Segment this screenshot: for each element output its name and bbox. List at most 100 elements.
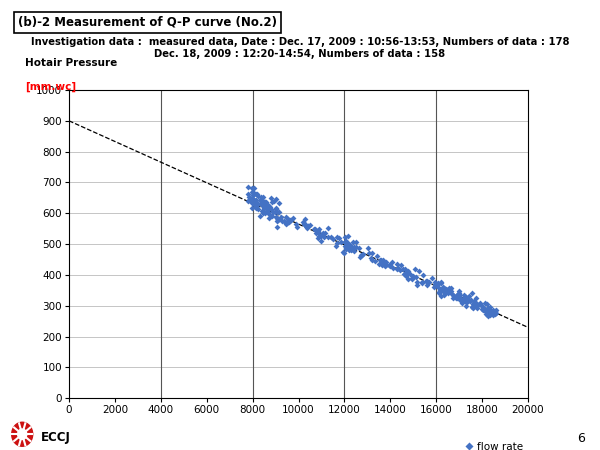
Point — [350, 245, 359, 252]
Point — [331, 243, 341, 250]
Point — [467, 303, 477, 310]
Point — [464, 297, 474, 304]
Point — [256, 196, 265, 203]
Point — [401, 270, 411, 277]
Point — [407, 274, 416, 281]
Point — [370, 258, 380, 265]
Point — [251, 190, 260, 197]
Point — [291, 220, 301, 228]
Point — [487, 307, 496, 315]
Point — [341, 238, 350, 245]
Point — [247, 184, 257, 192]
Point — [251, 199, 261, 207]
Point — [460, 294, 469, 302]
Point — [430, 281, 440, 288]
Point — [367, 256, 376, 264]
Point — [465, 297, 475, 305]
Point — [468, 303, 478, 310]
Point — [454, 289, 464, 297]
Point — [484, 305, 493, 312]
Point — [271, 206, 281, 213]
Point — [247, 205, 256, 212]
Point — [436, 279, 446, 287]
Point — [252, 191, 262, 198]
Point — [251, 196, 261, 203]
Point — [344, 247, 354, 254]
Point — [455, 291, 464, 298]
Point — [445, 286, 455, 293]
Point — [479, 305, 489, 312]
Point — [265, 203, 274, 211]
Point — [267, 212, 277, 220]
Point — [249, 197, 259, 204]
Point — [439, 287, 449, 294]
Point — [346, 243, 356, 250]
Point — [358, 250, 368, 257]
Point — [270, 209, 280, 216]
Point — [403, 267, 413, 274]
Point — [298, 219, 308, 226]
Point — [434, 288, 443, 296]
Point — [475, 300, 484, 307]
Point — [440, 288, 450, 296]
Point — [314, 226, 324, 233]
Point — [283, 216, 292, 223]
Point — [431, 281, 441, 288]
Point — [459, 296, 469, 303]
Point — [344, 242, 353, 249]
Point — [378, 257, 388, 264]
Point — [417, 279, 427, 286]
Point — [260, 203, 270, 210]
Point — [284, 219, 293, 226]
Point — [272, 217, 282, 225]
Point — [400, 265, 410, 272]
Point — [464, 293, 474, 300]
Point — [481, 310, 491, 317]
Point — [248, 196, 258, 203]
Point — [341, 242, 350, 249]
Point — [249, 197, 259, 204]
Point — [343, 233, 353, 240]
Point — [487, 308, 497, 315]
Point — [418, 278, 427, 285]
Point — [277, 213, 286, 220]
Point — [442, 286, 451, 293]
Point — [440, 286, 450, 293]
Point — [377, 258, 386, 265]
Point — [488, 312, 497, 319]
Point — [469, 298, 479, 305]
Point — [470, 302, 479, 309]
Point — [401, 273, 411, 280]
Point — [407, 275, 417, 282]
Point — [453, 290, 463, 297]
Point — [467, 289, 476, 296]
Point — [432, 281, 442, 288]
Point — [376, 256, 385, 263]
Point — [440, 285, 449, 292]
Point — [263, 208, 272, 216]
Point — [279, 217, 289, 225]
Point — [349, 243, 359, 250]
Point — [260, 205, 269, 212]
Point — [304, 223, 313, 230]
Point — [263, 205, 272, 212]
Point — [268, 209, 277, 216]
Point — [490, 310, 499, 318]
Point — [300, 220, 310, 227]
Point — [257, 207, 267, 215]
Point — [399, 270, 409, 277]
Point — [488, 310, 497, 318]
Point — [342, 241, 352, 248]
Point — [356, 252, 366, 259]
Point — [263, 202, 273, 209]
Point — [458, 298, 468, 305]
Point — [442, 287, 452, 294]
Point — [340, 238, 350, 246]
Point — [382, 261, 391, 268]
Point — [444, 286, 454, 293]
Point — [344, 241, 353, 248]
Point — [346, 247, 356, 254]
Point — [252, 199, 262, 207]
Point — [488, 311, 498, 318]
Point — [283, 219, 292, 226]
